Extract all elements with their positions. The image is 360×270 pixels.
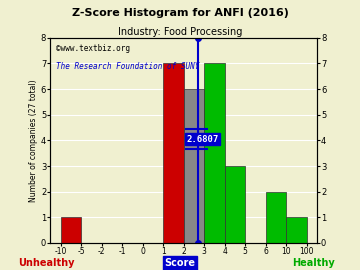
Text: Unhealthy: Unhealthy xyxy=(19,258,75,268)
Bar xyxy=(163,63,184,243)
Bar xyxy=(225,166,245,243)
Bar xyxy=(184,89,204,243)
Bar xyxy=(60,217,81,243)
Bar xyxy=(286,217,307,243)
Bar xyxy=(204,63,225,243)
Text: 2.6807: 2.6807 xyxy=(186,135,219,144)
Text: The Research Foundation of SUNY: The Research Foundation of SUNY xyxy=(56,62,199,72)
Y-axis label: Number of companies (27 total): Number of companies (27 total) xyxy=(29,79,38,202)
Text: Z-Score Histogram for ANFI (2016): Z-Score Histogram for ANFI (2016) xyxy=(72,8,288,18)
Bar xyxy=(266,192,286,243)
Text: Healthy: Healthy xyxy=(292,258,334,268)
Text: ©www.textbiz.org: ©www.textbiz.org xyxy=(56,44,130,53)
Text: Score: Score xyxy=(165,258,195,268)
Text: Industry: Food Processing: Industry: Food Processing xyxy=(118,27,242,37)
